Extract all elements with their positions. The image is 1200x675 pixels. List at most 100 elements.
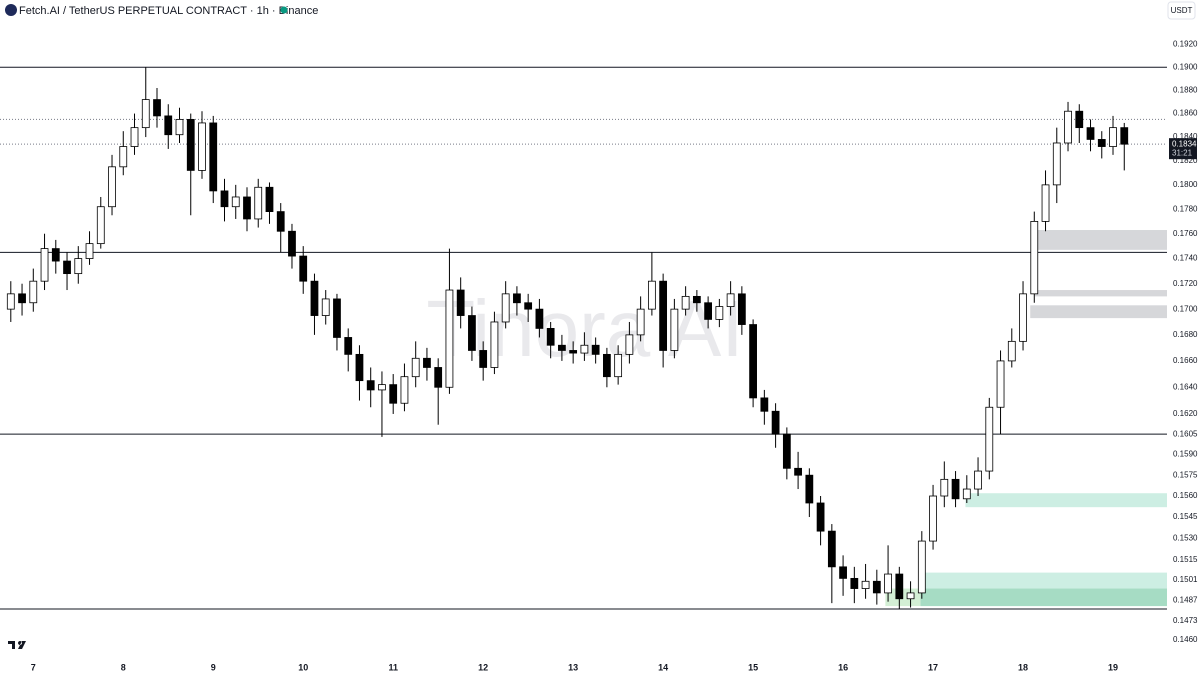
y-tick-label: 0.1620 xyxy=(1173,409,1198,418)
candle-body xyxy=(74,258,83,275)
y-tick-label: 0.1780 xyxy=(1173,204,1198,213)
x-tick-label: 12 xyxy=(478,662,488,672)
candle-body xyxy=(468,315,476,351)
candle-body xyxy=(513,293,521,304)
candle-body xyxy=(906,592,915,600)
candle-body xyxy=(985,406,994,472)
candle-body xyxy=(299,255,308,282)
candle-body xyxy=(681,295,690,310)
y-tick-label: 0.1800 xyxy=(1173,180,1198,189)
candle-body xyxy=(400,376,409,404)
candle-body xyxy=(321,298,330,316)
candle-body xyxy=(1120,127,1129,145)
y-tick-label: 0.1590 xyxy=(1173,450,1198,459)
y-tick-label: 0.1501 xyxy=(1173,575,1198,584)
candle-body xyxy=(63,260,71,275)
x-tick-label: 18 xyxy=(1018,662,1028,672)
currency-label: USDT xyxy=(1171,6,1193,15)
candle-body xyxy=(288,230,296,257)
candle-body xyxy=(501,293,510,323)
candle-body xyxy=(715,306,724,320)
candle-body xyxy=(18,293,26,304)
candle-body xyxy=(839,566,847,579)
candle-body xyxy=(884,573,892,594)
candle-body xyxy=(153,99,161,117)
candle-body xyxy=(96,206,105,245)
candle-body xyxy=(378,384,386,391)
candle-body xyxy=(254,186,263,220)
candle-body xyxy=(625,334,634,355)
candle-body xyxy=(265,186,274,212)
candle-body xyxy=(996,360,1005,408)
status-dot xyxy=(280,6,288,14)
candle-body xyxy=(794,467,802,476)
candle-body xyxy=(220,190,229,208)
candle-body xyxy=(1086,127,1095,140)
y-tick-label: 0.1660 xyxy=(1173,356,1198,365)
candle-body xyxy=(872,580,881,594)
y-tick-label: 0.1545 xyxy=(1173,512,1198,521)
axes-layer: 0.1920 0.1900 0.1880 0.1860 0.1840 0.1820 0.18… xyxy=(31,40,1198,673)
candle-body xyxy=(636,308,645,336)
candle-body xyxy=(51,248,60,262)
candle-body xyxy=(40,248,49,282)
candle-body xyxy=(130,127,139,147)
candle-body xyxy=(558,344,566,351)
candle-body xyxy=(962,488,971,500)
candle-body xyxy=(175,119,184,136)
candle-body xyxy=(389,384,398,404)
candle-body xyxy=(726,293,735,307)
x-tick-label: 9 xyxy=(211,662,216,672)
candle-body xyxy=(614,353,623,378)
x-tick-label: 16 xyxy=(838,662,848,672)
candle-body xyxy=(119,146,128,168)
candle-body xyxy=(164,115,173,136)
candle-body xyxy=(1075,110,1084,129)
y-tick-label: 0.1860 xyxy=(1173,109,1198,118)
x-tick-label: 19 xyxy=(1108,662,1118,672)
candle-body xyxy=(861,580,870,589)
y-tick-label: 0.1880 xyxy=(1173,85,1198,94)
candle-body xyxy=(974,470,982,490)
candle-body xyxy=(535,308,544,329)
candle-body xyxy=(434,367,443,388)
candle-body xyxy=(29,280,38,304)
y-tick-label: 0.1487 xyxy=(1173,595,1198,604)
y-tick-label: 0.1840 xyxy=(1173,132,1198,141)
zone xyxy=(1030,305,1167,319)
x-tick-label: 15 xyxy=(748,662,758,672)
x-tick-label: 13 xyxy=(568,662,578,672)
candle-body xyxy=(692,295,701,304)
candle-body xyxy=(209,122,218,192)
y-tick-label: 0.1680 xyxy=(1173,330,1198,339)
candle-body xyxy=(816,502,825,532)
candle-body xyxy=(6,293,15,310)
currency-button[interactable] xyxy=(1167,1,1196,20)
chart-title: Fetch.AI / TetherUS PERPETUAL CONTRACT ·… xyxy=(19,5,318,17)
watermark: Tinora AI xyxy=(426,284,743,373)
candle-body xyxy=(782,433,791,469)
x-tick-label: 17 xyxy=(928,662,938,672)
zone xyxy=(965,493,1167,508)
candle-body xyxy=(1064,110,1072,144)
tv-logo xyxy=(8,641,26,649)
candle-body xyxy=(366,380,375,391)
candle-body xyxy=(355,353,364,382)
candle-body xyxy=(737,293,746,325)
candle-body xyxy=(1052,142,1061,186)
candle-body xyxy=(1097,139,1106,147)
y-tick-label: 0.1700 xyxy=(1173,304,1198,313)
candle-body xyxy=(333,298,341,338)
candle-body xyxy=(827,530,836,568)
y-tick-label: 0.1473 xyxy=(1173,616,1198,625)
candle-body xyxy=(771,410,780,435)
candle-body xyxy=(243,196,251,220)
candle-body xyxy=(423,357,431,368)
candle-body xyxy=(310,280,319,316)
candle-body xyxy=(524,302,533,310)
last-price-label: 0.1834 xyxy=(1172,139,1197,148)
y-tick-label: 0.1640 xyxy=(1173,382,1198,391)
y-tick-label: 0.1460 xyxy=(1173,635,1198,644)
